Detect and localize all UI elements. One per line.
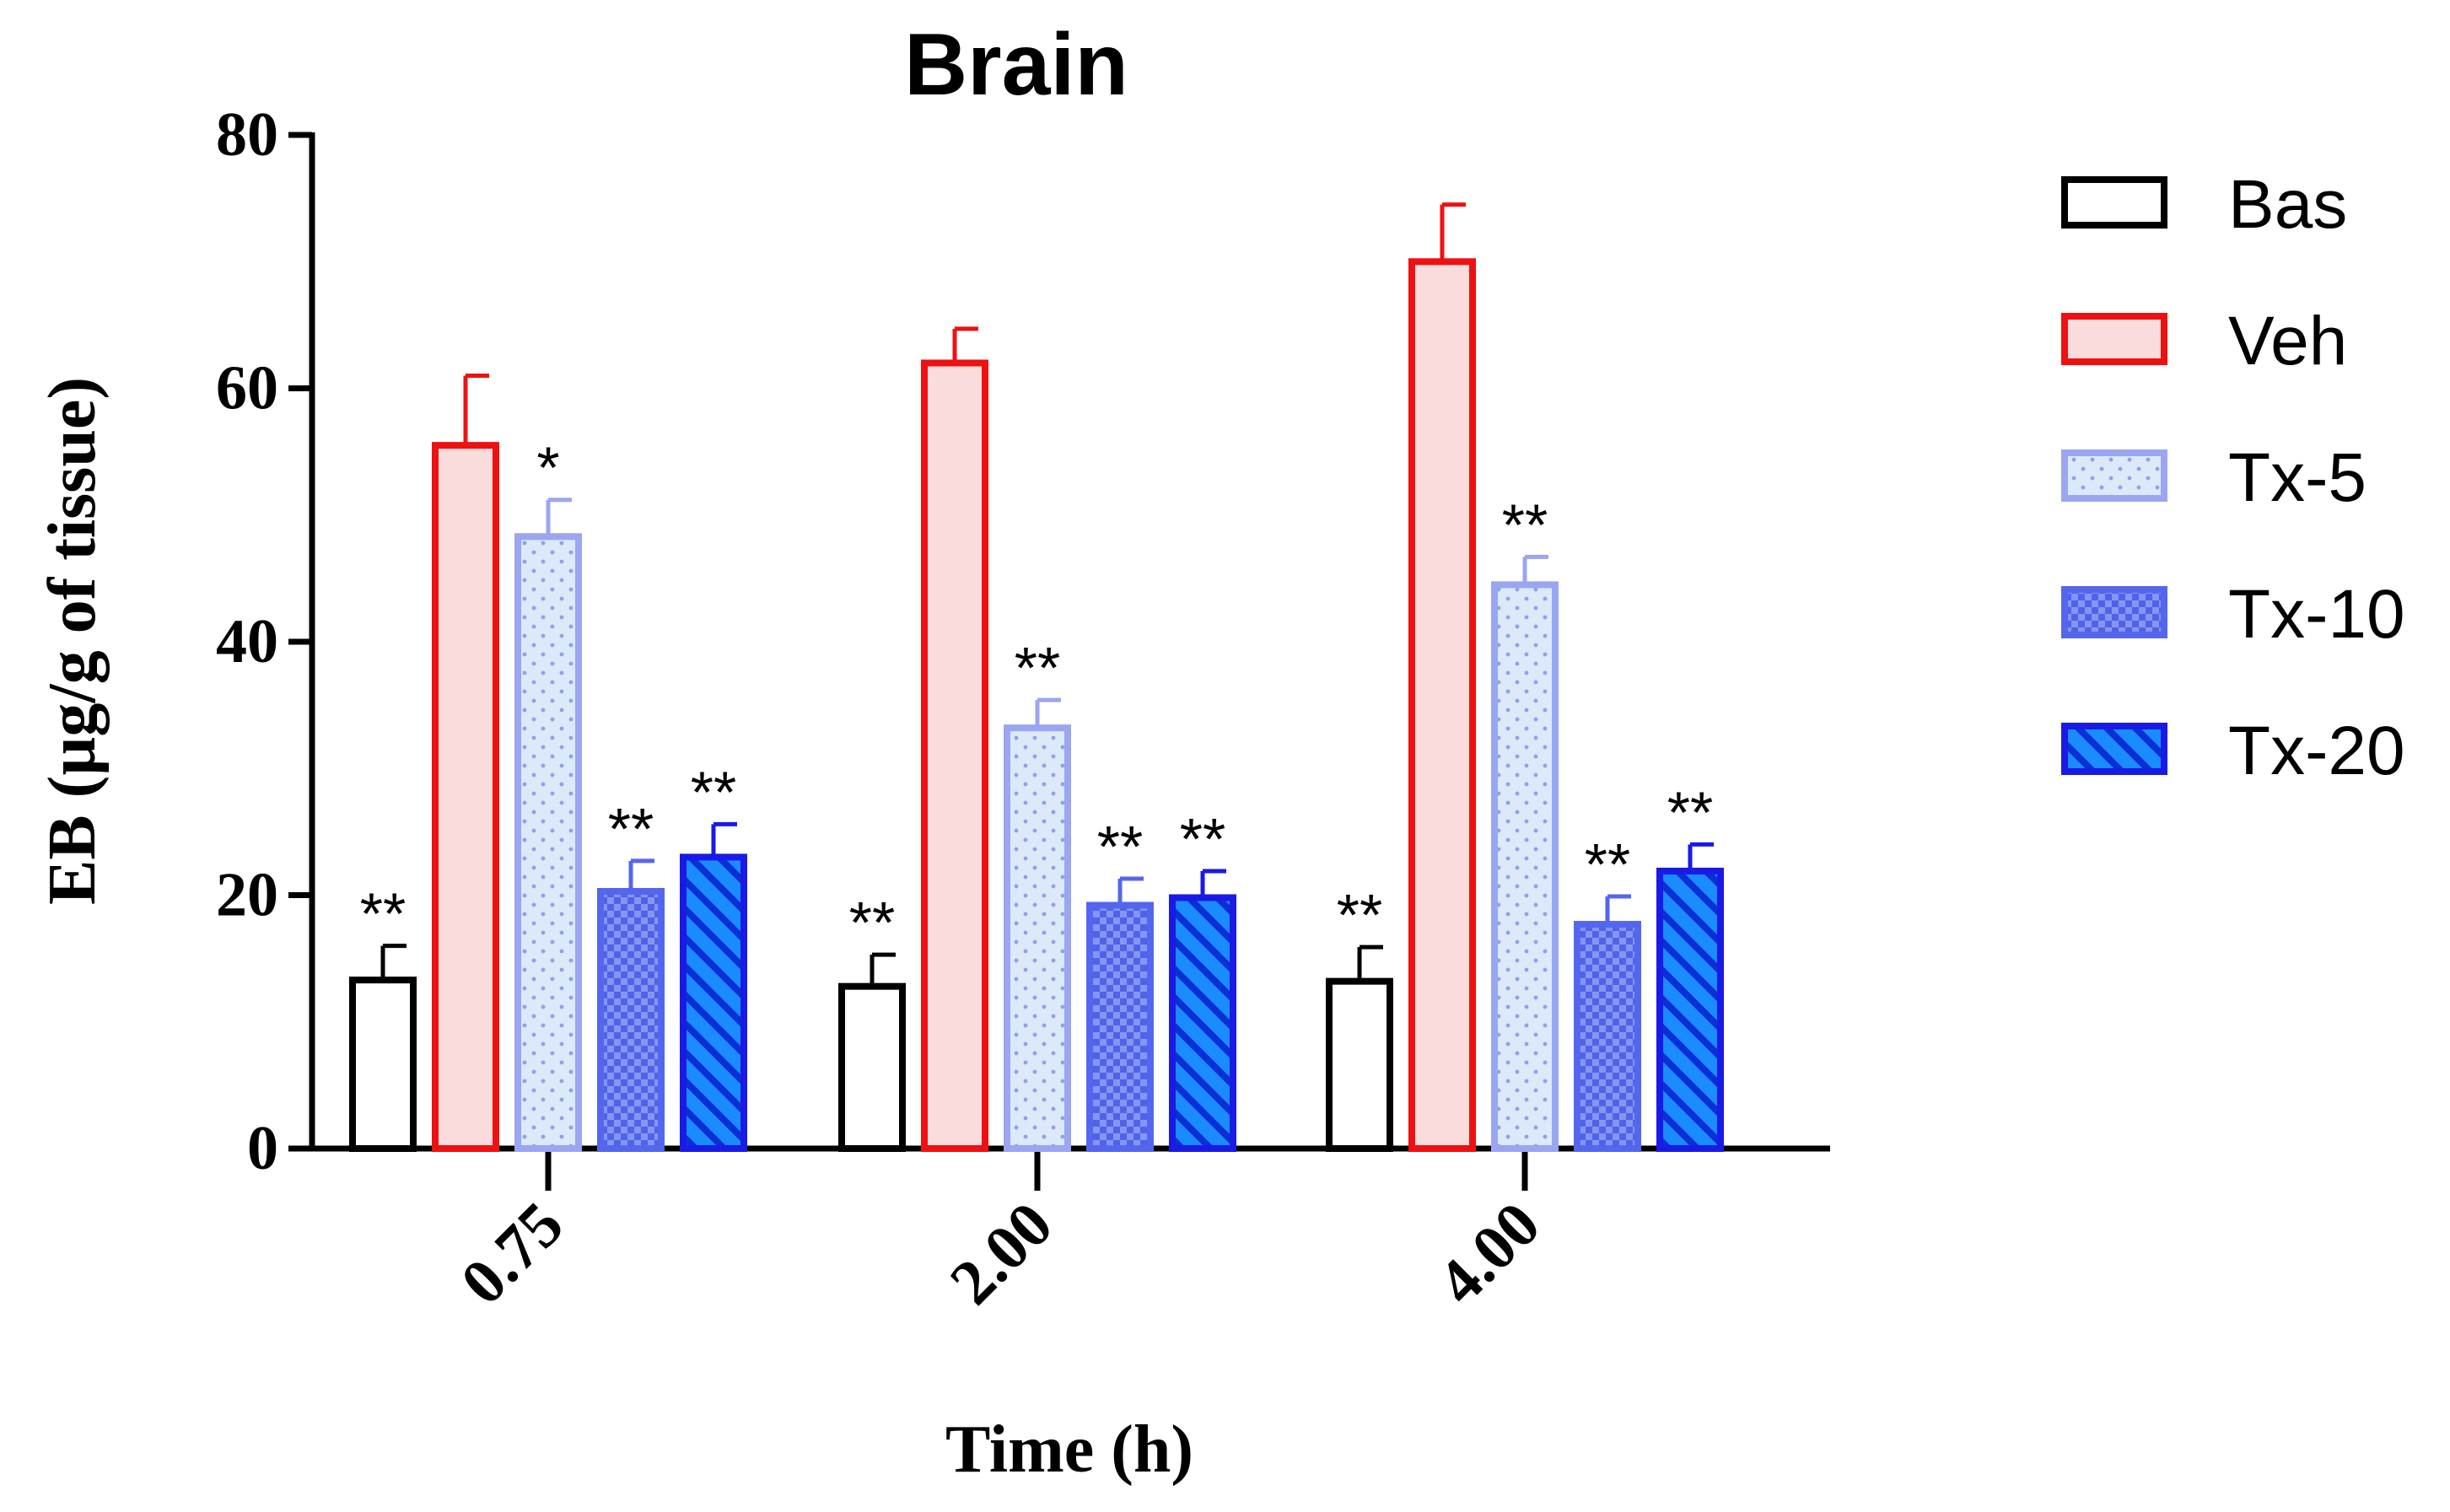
bar (514, 533, 582, 1152)
y-tick-label: 0 (247, 1114, 278, 1183)
significance-label: ** (1180, 806, 1225, 872)
x-tick-label: 2.00 (937, 1189, 1066, 1318)
chart-title: Brain (904, 16, 1128, 114)
y-tick-label: 40 (216, 607, 278, 676)
bar (1169, 894, 1236, 1152)
y-tick-label: 20 (216, 861, 278, 930)
significance-label: * (536, 435, 559, 501)
legend: Bas Veh Tx-5 Tx-10 Tx-20 (2061, 166, 2405, 789)
legend-label: Bas (2228, 166, 2347, 243)
legend-label: Veh (2228, 303, 2347, 379)
significance-label: ** (360, 881, 406, 947)
legend-swatch (2061, 449, 2167, 502)
legend-label: Tx-5 (2228, 439, 2367, 516)
legend-swatch (2061, 586, 2167, 638)
significance-label: ** (608, 796, 654, 862)
legend-swatch (2061, 176, 2167, 229)
significance-label: ** (691, 759, 736, 825)
legend-label: Tx-10 (2228, 576, 2405, 653)
x-axis-label: Time (h) (945, 1412, 1193, 1487)
y-tick-label: 80 (216, 100, 278, 169)
bar (1408, 258, 1476, 1152)
significance-label: ** (1097, 814, 1143, 880)
bar (1656, 867, 1724, 1152)
significance-label: ** (849, 890, 895, 955)
bar (349, 977, 417, 1152)
significance-label: ** (1337, 882, 1382, 948)
bar (1326, 977, 1393, 1153)
legend-swatch (2061, 313, 2167, 365)
bar (597, 887, 665, 1153)
x-tick-label: 4.00 (1424, 1189, 1553, 1318)
significance-label: ** (1585, 831, 1630, 897)
bar (838, 982, 906, 1153)
bar (1491, 581, 1559, 1152)
bar (1004, 724, 1071, 1152)
bar (680, 853, 747, 1152)
y-tick-label: 60 (216, 354, 278, 423)
legend-swatch (2061, 723, 2167, 775)
bar (1086, 901, 1154, 1153)
significance-label: ** (1502, 492, 1548, 557)
legend-label: Tx-20 (2228, 713, 2405, 789)
bar (1574, 921, 1641, 1152)
significance-label: ** (1015, 635, 1060, 701)
x-tick-label: 0.75 (448, 1189, 577, 1318)
bar (921, 359, 988, 1152)
y-axis-label: EB (µg/g of tissue) (35, 377, 110, 905)
significance-label: ** (1667, 779, 1713, 845)
bar (432, 442, 499, 1152)
